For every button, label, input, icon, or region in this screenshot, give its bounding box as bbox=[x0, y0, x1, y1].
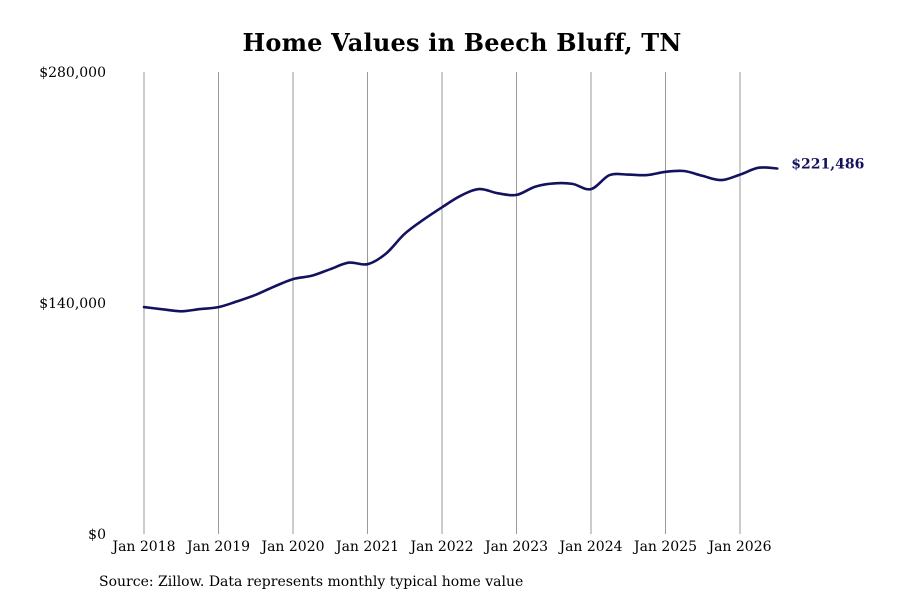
x-tick-label: Jan 2023 bbox=[483, 539, 548, 555]
y-tick-label: $280,000 bbox=[39, 65, 106, 81]
gridlines bbox=[143, 72, 741, 534]
chart-source-note: Source: Zillow. Data represents monthly … bbox=[99, 574, 524, 590]
x-axis-tick-labels: Jan 2018 Jan 2019 Jan 2020 Jan 2021 Jan 2022… bbox=[110, 539, 771, 555]
y-axis-tick-labels: $0 $140,000 $280,000 bbox=[39, 65, 106, 543]
x-tick-label: Jan 2025 bbox=[632, 539, 697, 555]
x-tick-label: Jan 2018 bbox=[110, 539, 175, 555]
x-tick-label: Jan 2021 bbox=[334, 539, 399, 555]
x-tick-label: Jan 2024 bbox=[557, 539, 622, 555]
x-tick-label: Jan 2026 bbox=[706, 539, 771, 555]
end-value-label: $221,486 bbox=[791, 157, 864, 173]
y-tick-label: $0 bbox=[88, 527, 106, 543]
x-tick-label: Jan 2019 bbox=[185, 539, 250, 555]
series-line-home-value bbox=[142, 166, 779, 313]
x-tick-label: Jan 2020 bbox=[259, 539, 324, 555]
chart-title: Home Values in Beech Bluff, TN bbox=[242, 28, 682, 57]
y-tick-label: $140,000 bbox=[39, 296, 106, 312]
x-tick-label: Jan 2022 bbox=[408, 539, 473, 555]
